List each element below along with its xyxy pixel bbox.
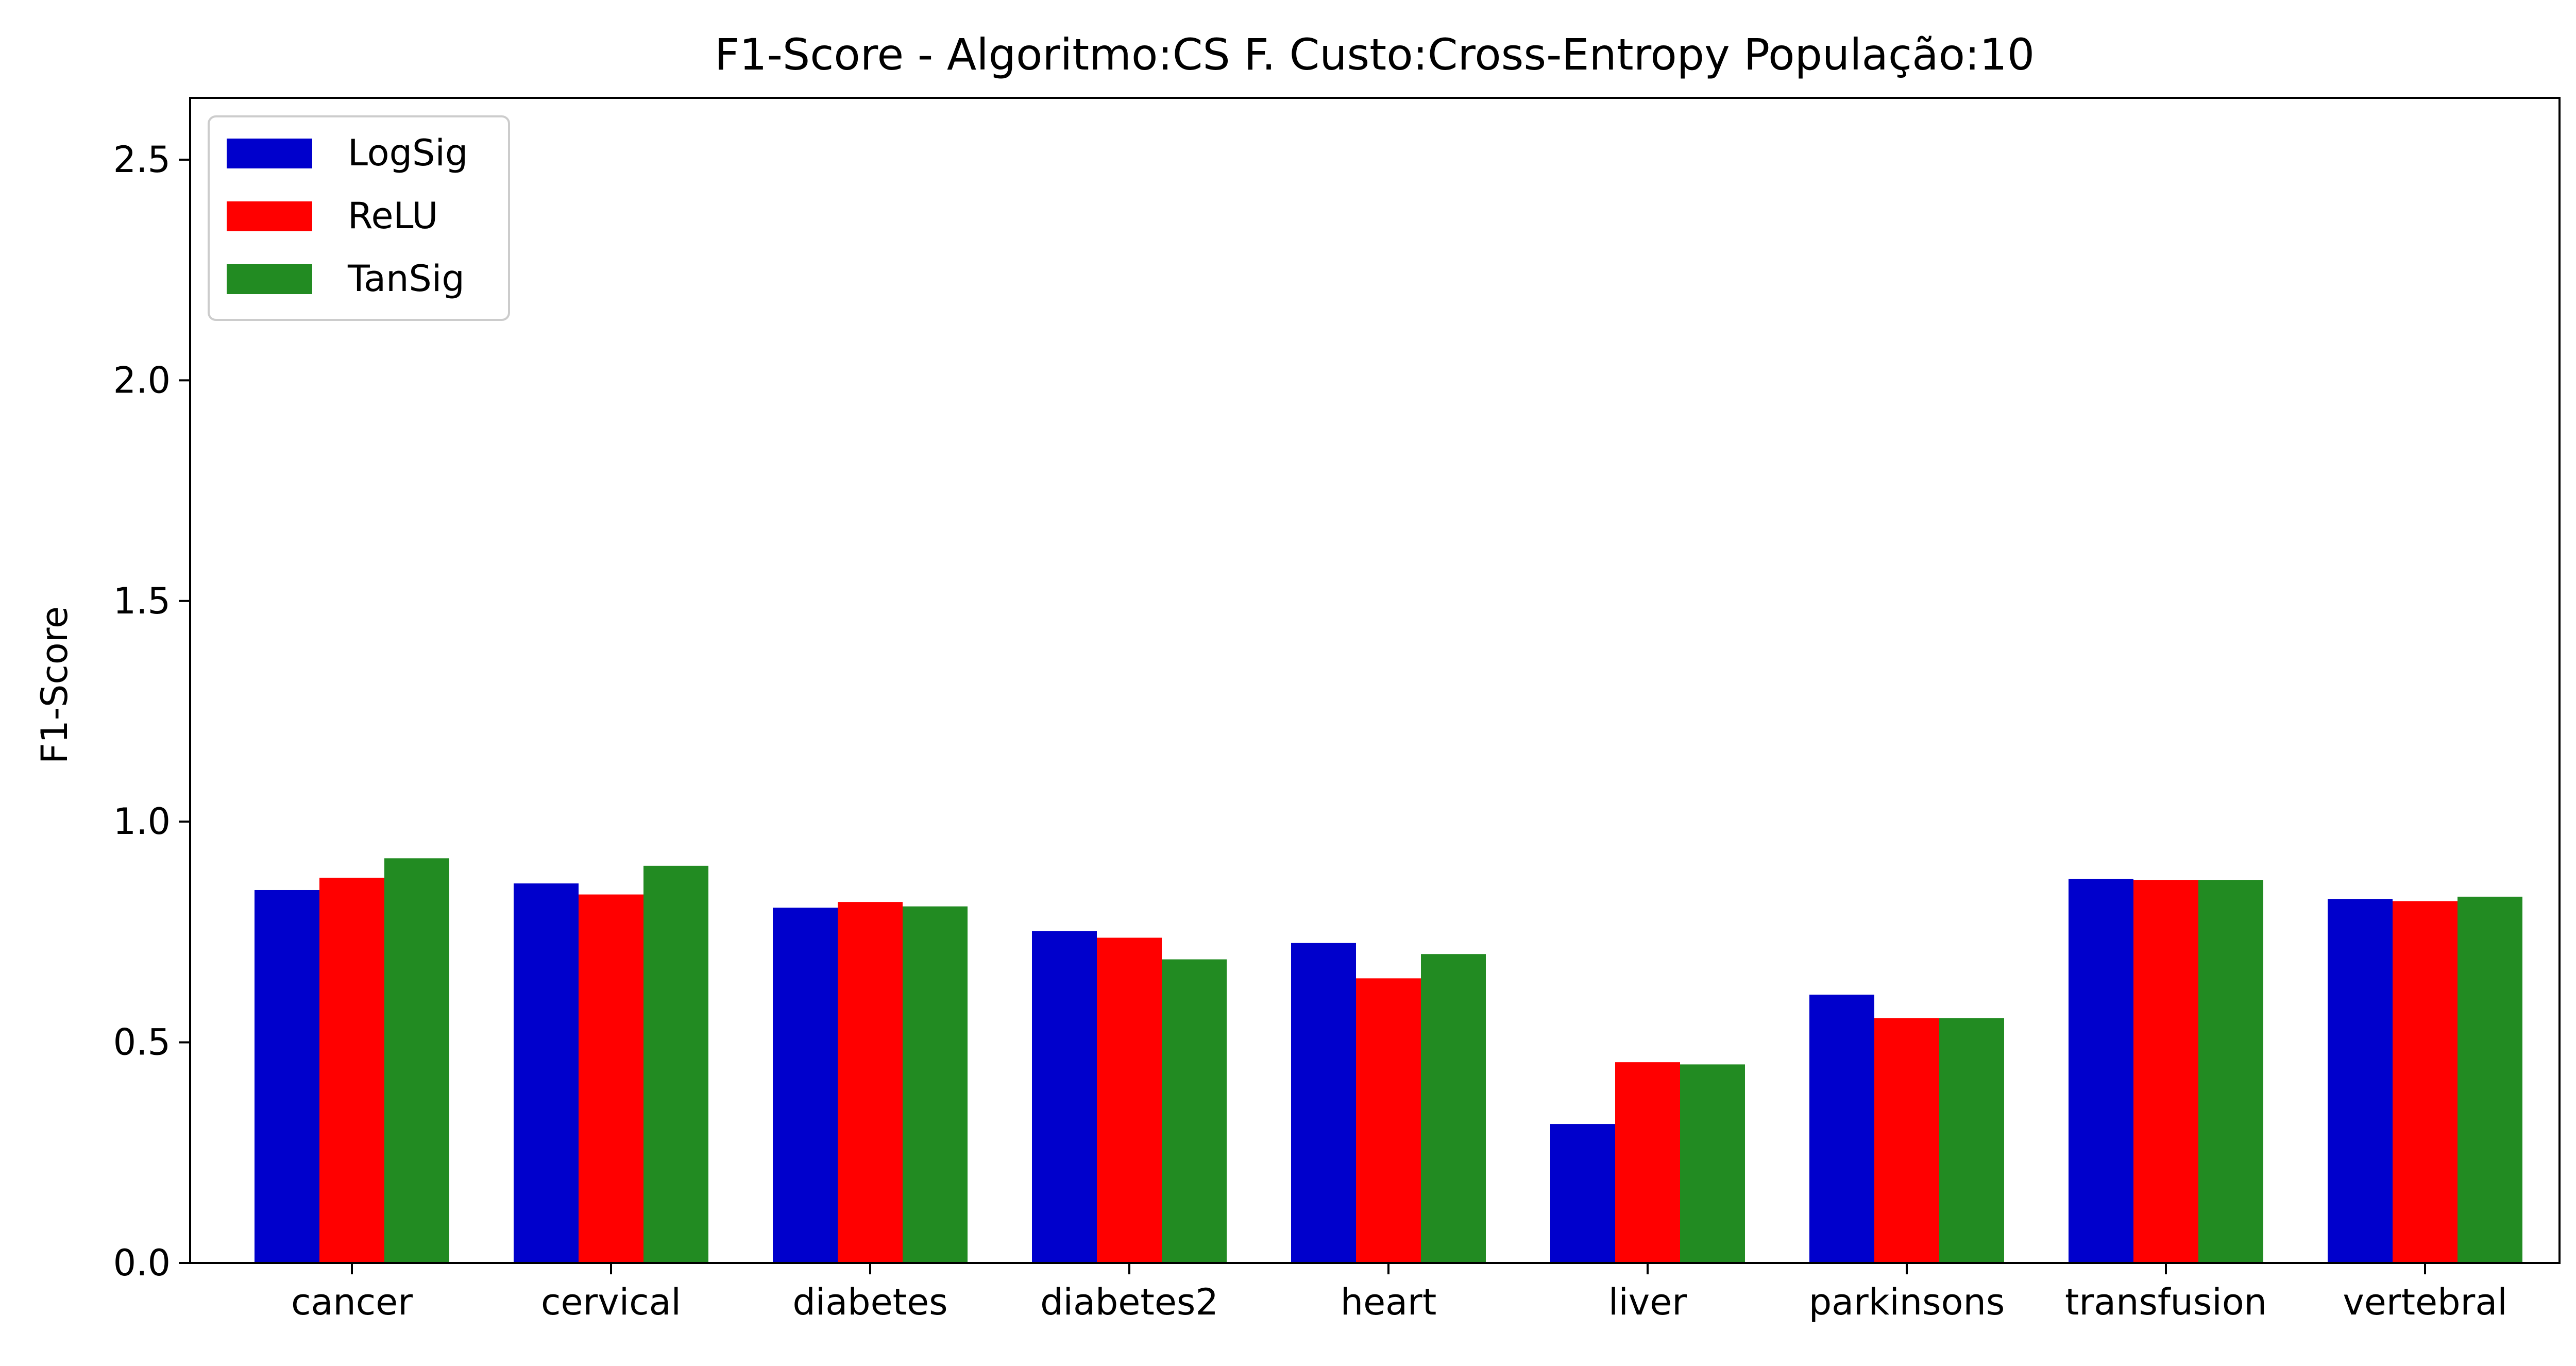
legend-swatch-logsig (227, 139, 312, 168)
y-tick-label: 2.5 (113, 139, 171, 181)
x-tick-label: cancer (291, 1281, 413, 1323)
bar-logsig-liver (1550, 1124, 1615, 1263)
x-tick-label: heart (1341, 1281, 1437, 1323)
bar-tansig-vertebral (2458, 896, 2522, 1263)
legend-label-tansig: TanSig (347, 258, 465, 300)
legend-swatch-tansig (227, 264, 312, 294)
chart-title: F1-Score - Algoritmo:CS F. Custo:Cross-E… (715, 29, 2035, 80)
bar-relu-vertebral (2393, 901, 2458, 1263)
x-tick-label: parkinsons (1809, 1281, 2005, 1323)
bar-logsig-transfusion (2069, 879, 2133, 1263)
bar-relu-transfusion (2133, 880, 2198, 1263)
bar-relu-parkinsons (1874, 1018, 1939, 1263)
bar-tansig-diabetes2 (1162, 959, 1227, 1263)
y-tick-label: 2.0 (113, 359, 171, 401)
bar-logsig-heart (1291, 943, 1356, 1263)
bar-logsig-cancer (255, 890, 319, 1263)
x-tick-label: diabetes2 (1040, 1281, 1218, 1323)
y-axis-label: F1-Score (33, 606, 76, 764)
legend-label-relu: ReLU (348, 195, 438, 237)
bar-logsig-diabetes2 (1032, 931, 1097, 1263)
bar-relu-diabetes (838, 902, 903, 1263)
y-tick-label: 0.5 (113, 1021, 171, 1064)
bar-tansig-diabetes (903, 906, 968, 1263)
bar-relu-liver (1615, 1062, 1680, 1263)
legend: LogSig ReLU TanSig (208, 115, 510, 321)
plot-frame (189, 97, 2561, 1264)
y-tick-label: 1.0 (113, 800, 171, 843)
bar-relu-heart (1356, 978, 1421, 1263)
bar-logsig-diabetes (773, 908, 838, 1263)
bar-logsig-cervical (514, 883, 579, 1263)
x-tick-label: cervical (541, 1281, 681, 1323)
x-axis: cancer cervical diabetes diabetes2 heart live… (291, 1263, 2507, 1323)
y-tick-label: 1.5 (113, 580, 171, 622)
bar-tansig-cancer (384, 858, 449, 1263)
bars-group (255, 858, 2522, 1263)
bar-tansig-heart (1421, 954, 1486, 1263)
bar-tansig-transfusion (2198, 880, 2263, 1263)
bar-relu-cervical (579, 894, 643, 1263)
bar-tansig-liver (1680, 1064, 1745, 1263)
bar-relu-diabetes2 (1097, 937, 1162, 1263)
y-tick-label: 0.0 (113, 1242, 171, 1284)
y-axis: 0.0 0.5 1.0 1.5 2.0 2.5 (113, 139, 190, 1284)
bar-logsig-parkinsons (1809, 995, 1874, 1263)
bar-relu-cancer (319, 877, 384, 1263)
x-tick-label: transfusion (2065, 1281, 2267, 1323)
bar-tansig-cervical (643, 865, 708, 1263)
legend-swatch-relu (227, 201, 312, 231)
legend-label-logsig: LogSig (348, 132, 468, 174)
bar-tansig-parkinsons (1939, 1018, 2004, 1263)
bar-logsig-vertebral (2328, 899, 2393, 1263)
x-tick-label: vertebral (2343, 1281, 2507, 1323)
x-tick-label: liver (1608, 1281, 1687, 1323)
x-tick-label: diabetes (792, 1281, 947, 1323)
